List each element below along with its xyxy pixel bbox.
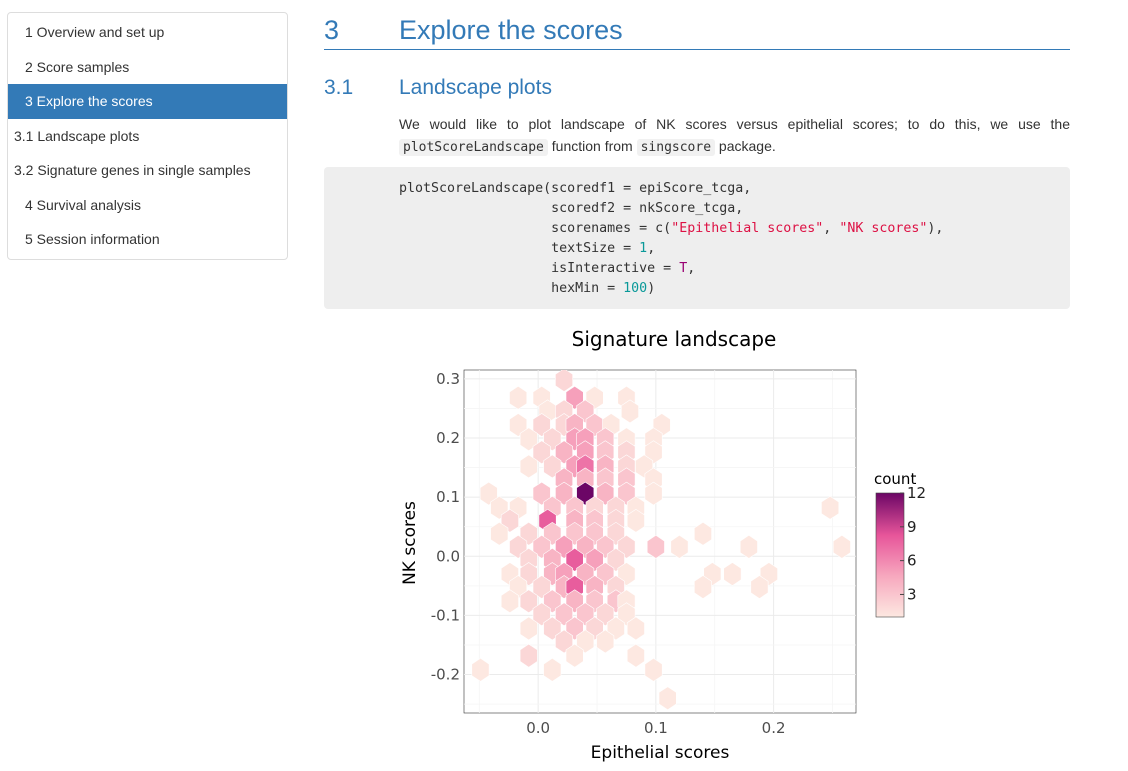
hexbin-cell [670, 534, 689, 559]
code-text: hexMin = [399, 281, 624, 296]
paragraph-text: function from [547, 138, 637, 154]
legend-colorbar [875, 492, 905, 618]
toc-item-session-information[interactable]: 5 Session information [25, 231, 160, 247]
section-title: Explore the scores [399, 15, 623, 45]
hexbin-cell [693, 575, 712, 599]
code-line: hexMin = 100) [399, 279, 1070, 299]
toc-item-score-samples[interactable]: 2 Score samples [25, 58, 130, 75]
legend-title: count [874, 470, 916, 488]
toc-item-signature-genes[interactable]: 3.2 Signature genes in single samples [14, 162, 251, 178]
code-text: ), [927, 221, 944, 236]
toc-item-explore-scores[interactable]: 3 Explore the scores [8, 84, 287, 119]
hexbin-cell [596, 629, 615, 654]
code-keyword: T [679, 261, 688, 276]
hexbin-cell [509, 385, 528, 410]
legend-tick-label: 12 [907, 484, 926, 502]
hexbin-cell [500, 589, 519, 614]
section-heading: 3 Explore the scores [324, 12, 1070, 50]
code-line: textSize = 1, [399, 239, 1070, 259]
hexbin-cell [565, 643, 584, 668]
hexbin-cell [644, 657, 663, 682]
code-text: ) [647, 281, 656, 296]
hexbin-cell [555, 370, 573, 392]
code-text: scoredf2 = nkScore_tcga, [399, 201, 744, 216]
y-tick-label: 0.3 [436, 370, 460, 388]
code-text: scorenames = c( [399, 221, 672, 236]
y-tick-label: -0.2 [431, 666, 460, 684]
code-line: plotScoreLandscape(scoredf1 = epiScore_t… [399, 179, 1070, 199]
toc-item-overview[interactable]: 1 Overview and set up [25, 24, 165, 40]
hexbin-cell [723, 562, 742, 586]
hexbin-cell [646, 534, 665, 559]
y-tick-label: 0.0 [436, 547, 460, 565]
hexbin-cell [519, 454, 538, 479]
inline-code-package: singscore [636, 139, 716, 156]
hexbin-layer [471, 370, 851, 711]
code-number: 100 [623, 281, 648, 296]
y-axis-ticks: -0.2 -0.1 0.0 0.1 0.2 0.3 [431, 370, 460, 684]
code-string: "Epithelial scores" [671, 221, 824, 236]
code-line: scoredf2 = nkScore_tcga, [399, 199, 1070, 219]
code-block[interactable]: plotScoreLandscape(scoredf1 = epiScore_t… [324, 167, 1070, 309]
hexbin-cell [621, 399, 639, 424]
y-tick-label: 0.2 [436, 429, 460, 447]
hexbin-cell [626, 643, 645, 668]
code-text: , [823, 221, 840, 236]
inline-code-function: plotScoreLandscape [399, 139, 548, 156]
code-text: , [687, 261, 696, 276]
hexbin-cell [644, 481, 663, 506]
hexbin-cell [519, 616, 538, 641]
hexbin-cell [693, 521, 712, 546]
chart-title: Signature landscape [572, 327, 777, 351]
intro-paragraph: We would like to plot landscape of NK sc… [399, 113, 1070, 159]
paragraph-text: We would like to plot landscape of NK sc… [399, 116, 1070, 132]
code-text: isInteractive = [399, 261, 680, 276]
legend-tick-label: 9 [907, 518, 917, 536]
toc-item-survival-analysis[interactable]: 4 Survival analysis [25, 196, 141, 213]
code-line: isInteractive = T, [399, 259, 1070, 279]
y-tick-label: -0.1 [431, 606, 460, 624]
x-axis-label: Epithelial scores [591, 743, 730, 763]
section-number: 3 [324, 15, 340, 45]
hexbin-cell [490, 521, 509, 546]
code-text: plotScoreLandscape(scoredf1 = epiScore_t… [399, 181, 752, 196]
subsection-number: 3.1 [324, 76, 354, 99]
legend-tick-label: 3 [907, 585, 917, 603]
hexbin-cell [471, 657, 490, 682]
hexbin-cell [519, 643, 538, 668]
code-text: , [647, 241, 656, 256]
subsection-title: Landscape plots [399, 76, 552, 99]
hexbin-cell [821, 495, 840, 520]
x-tick-label: 0.2 [762, 719, 786, 737]
hexbin-cell [543, 657, 562, 682]
x-tick-label: 0.1 [644, 719, 668, 737]
signature-landscape-chart[interactable]: Signature landscape 0.0 0.1 0.2 -0.2 -0.1 0.… [390, 318, 950, 768]
hexbin-cell [832, 534, 851, 559]
code-line: scorenames = c("Epithelial scores", "NK … [399, 219, 1070, 239]
hexbin-cell [750, 575, 769, 599]
code-string: "NK scores" [839, 221, 928, 236]
x-axis-ticks: 0.0 0.1 0.2 [526, 719, 785, 737]
hexbin-cell [658, 686, 677, 711]
legend-ticks: 3 6 9 12 [900, 484, 926, 603]
code-text: textSize = [399, 241, 640, 256]
code-number: 1 [639, 241, 648, 256]
x-tick-label: 0.0 [526, 719, 550, 737]
legend-tick-label: 6 [907, 552, 917, 570]
y-tick-label: 0.1 [436, 488, 460, 506]
toc-item-landscape-plots[interactable]: 3.1 Landscape plots [14, 127, 140, 144]
hexbin-cell [626, 616, 645, 641]
paragraph-text: package. [715, 138, 776, 154]
hexbin-cell [626, 508, 645, 533]
color-legend: count 3 6 9 12 [874, 470, 926, 618]
hexbin-cell [739, 534, 758, 559]
table-of-contents: 1 Overview and set up 2 Score samples 3 … [7, 12, 288, 260]
y-axis-label: NK scores [400, 501, 420, 585]
